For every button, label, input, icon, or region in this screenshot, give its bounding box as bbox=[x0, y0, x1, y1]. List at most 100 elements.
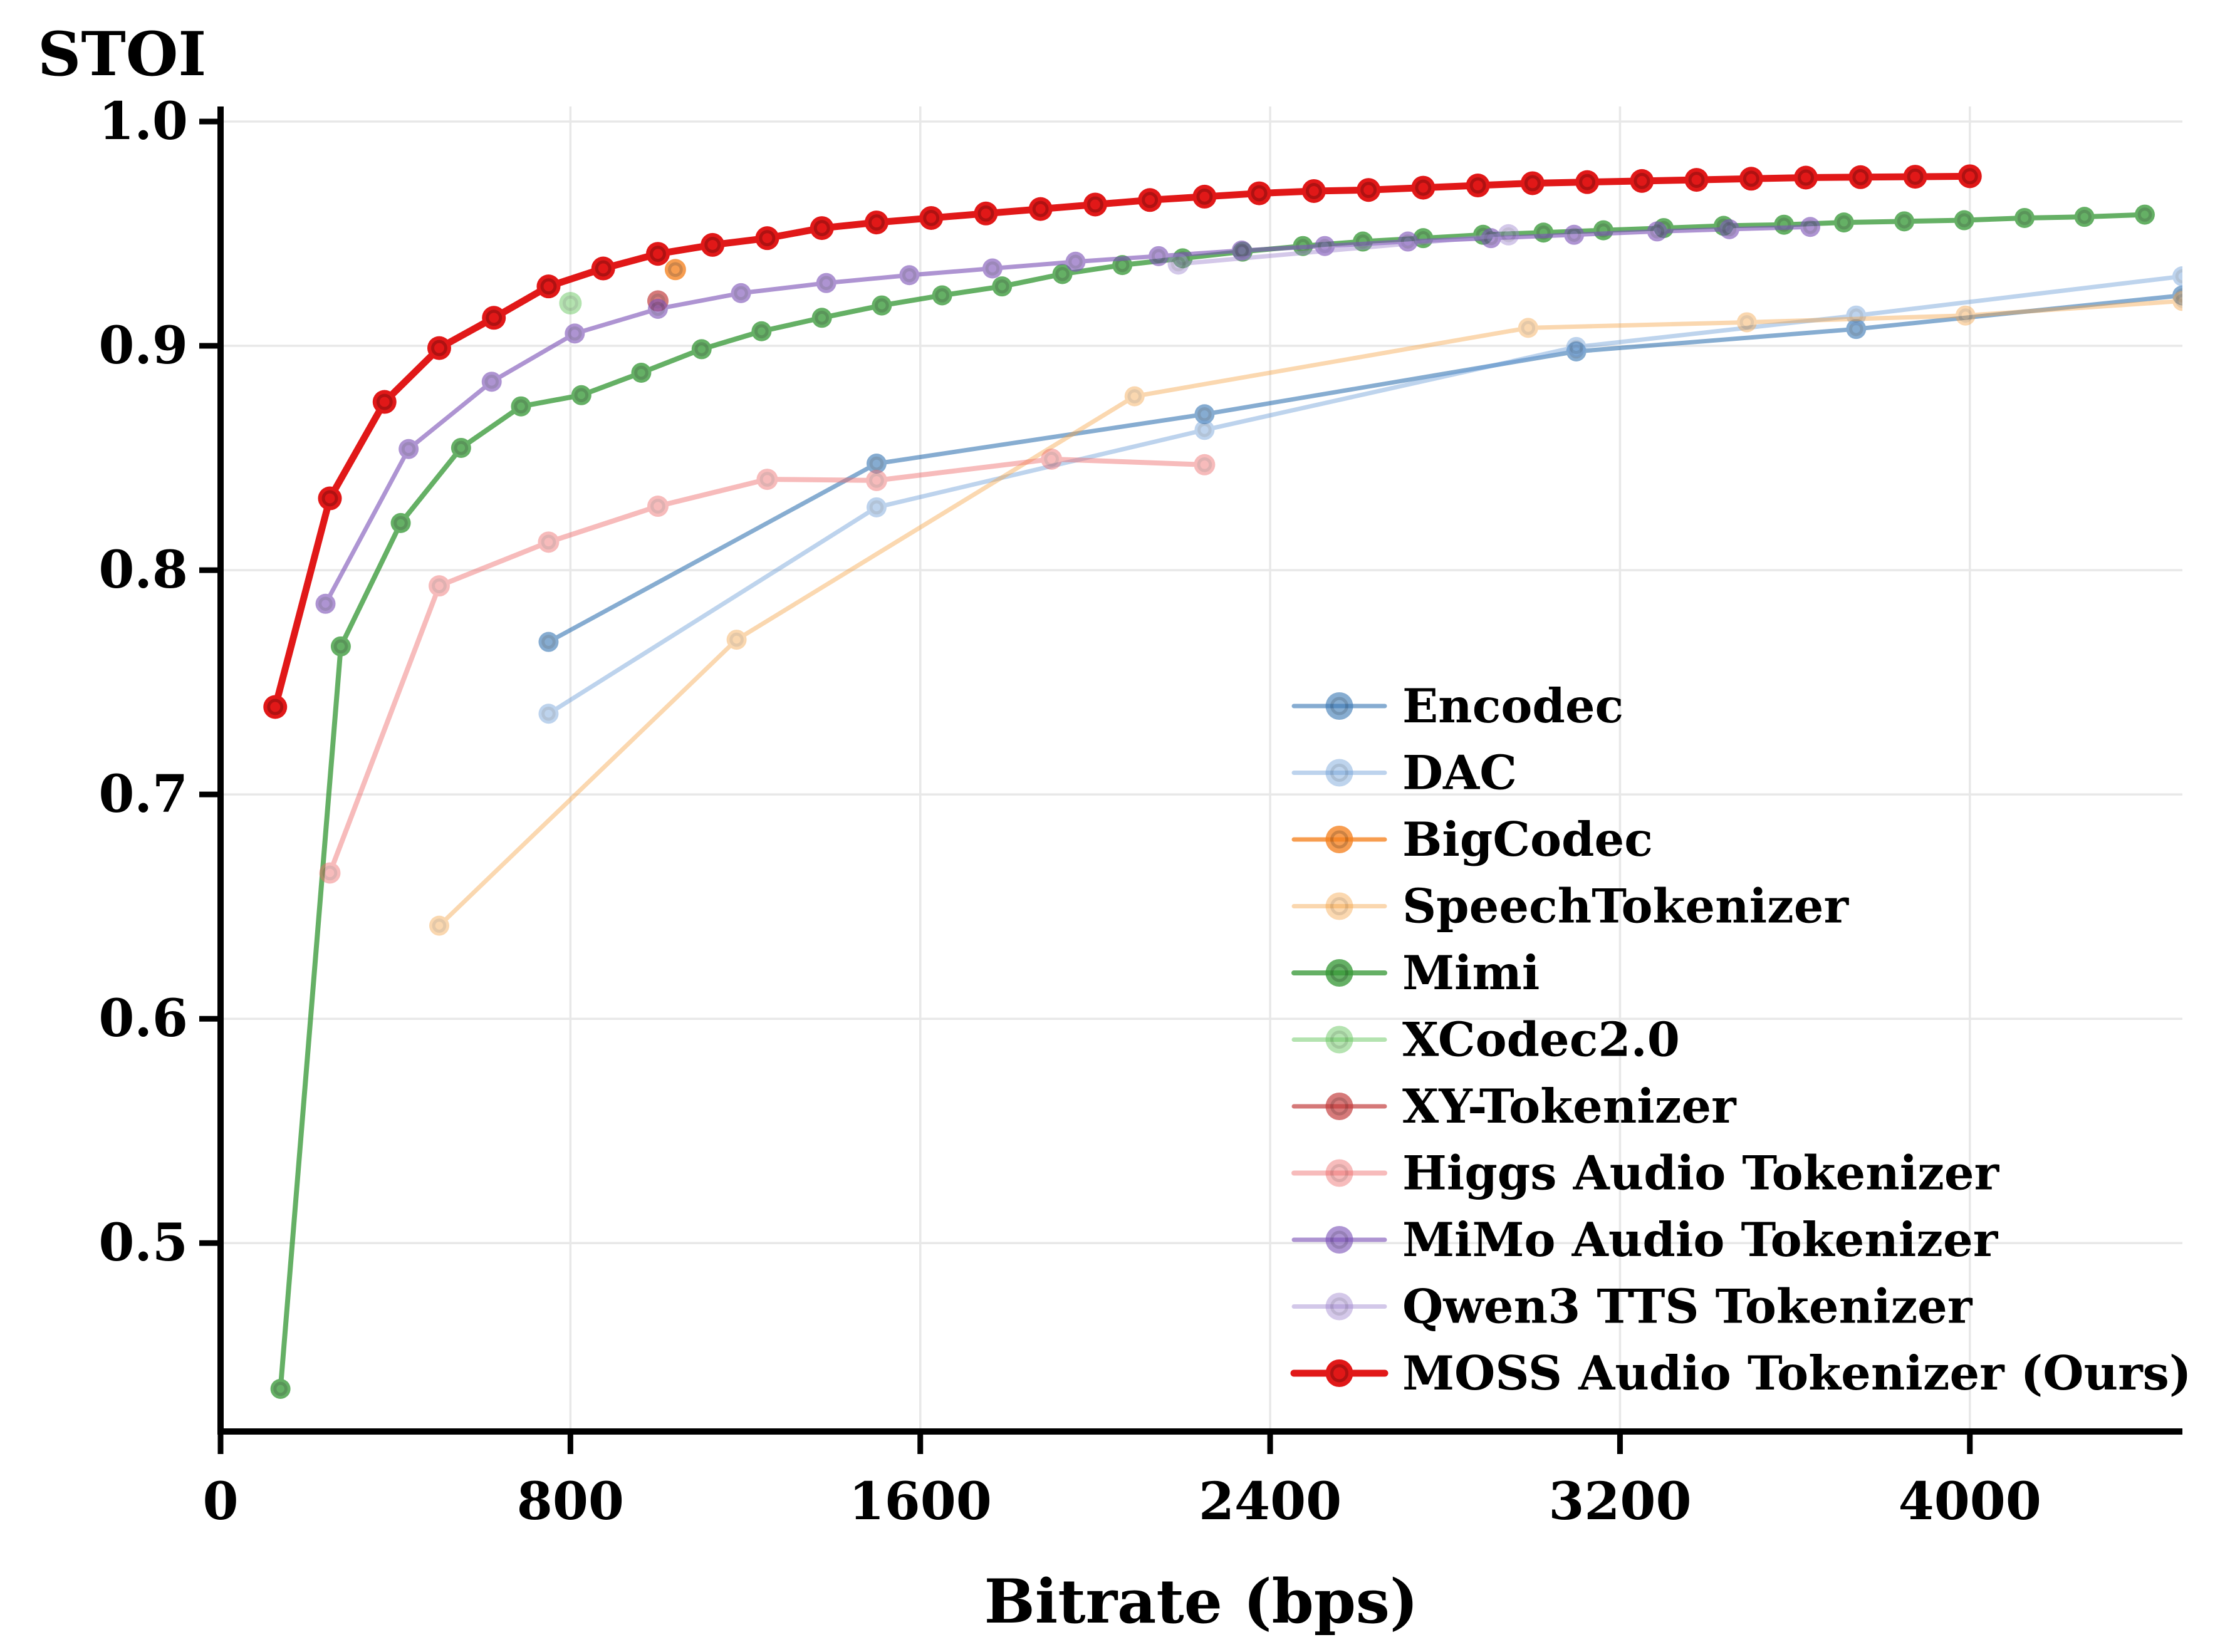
data-point-ring bbox=[1743, 170, 1759, 187]
legend-item-dac: DAC bbox=[1291, 745, 1517, 801]
legend-label: XCodec2.0 bbox=[1402, 1012, 1680, 1068]
legend-label: MiMo Audio Tokenizer bbox=[1402, 1212, 1999, 1267]
series-speechtokenizer bbox=[429, 291, 2182, 936]
data-point-ring bbox=[1360, 182, 1377, 199]
data-point bbox=[731, 283, 751, 303]
data-point bbox=[1957, 164, 1982, 189]
x-tick-label: 1600 bbox=[849, 1472, 992, 1532]
data-point-ring bbox=[1688, 172, 1705, 189]
legend-marker-icon bbox=[1325, 892, 1353, 920]
data-point-ring bbox=[1907, 169, 1924, 185]
data-point-ring bbox=[2175, 269, 2182, 284]
data-point-ring bbox=[1961, 168, 1978, 185]
data-point bbox=[1846, 305, 1867, 326]
data-point-ring bbox=[729, 632, 744, 647]
data-point-ring bbox=[1803, 219, 1818, 234]
data-point bbox=[319, 862, 341, 884]
data-point bbox=[270, 1378, 291, 1399]
data-point bbox=[1149, 246, 1169, 266]
data-point-ring bbox=[1897, 214, 1912, 229]
data-point bbox=[1397, 231, 1418, 252]
data-point bbox=[536, 274, 561, 299]
data-point bbox=[1028, 197, 1053, 221]
data-point-ring bbox=[977, 205, 994, 222]
data-point-ring bbox=[1087, 196, 1103, 213]
data-point bbox=[429, 915, 449, 936]
data-point bbox=[538, 531, 560, 553]
legend-item-mimo-audio-tokenizer: MiMo Audio Tokenizer bbox=[1291, 1212, 1999, 1267]
data-point-ring bbox=[1852, 169, 1869, 185]
data-point bbox=[751, 321, 772, 341]
data-point bbox=[1498, 224, 1519, 246]
data-point bbox=[315, 593, 336, 614]
data-point bbox=[1466, 174, 1490, 198]
data-point-ring bbox=[759, 230, 776, 247]
data-point bbox=[1247, 181, 1271, 205]
legend-item-speechtokenizer: SpeechTokenizer bbox=[1291, 879, 1849, 934]
data-point-ring bbox=[1251, 185, 1268, 202]
y-tick-label: 0.9 bbox=[98, 316, 188, 376]
data-point-ring bbox=[874, 298, 889, 313]
data-point bbox=[482, 306, 506, 330]
data-point-ring bbox=[985, 261, 1000, 276]
series-line bbox=[1176, 232, 1511, 266]
data-point-ring bbox=[1196, 188, 1213, 205]
data-point bbox=[811, 308, 832, 328]
data-point bbox=[451, 437, 471, 458]
data-point-ring bbox=[869, 456, 884, 471]
x-tick-label: 2400 bbox=[1199, 1472, 1342, 1532]
data-point bbox=[2074, 207, 2095, 227]
data-point bbox=[1794, 165, 1818, 190]
data-point-ring bbox=[1416, 231, 1430, 246]
gridlines bbox=[221, 106, 2182, 1431]
data-point bbox=[866, 454, 887, 474]
legend-label: DAC bbox=[1402, 745, 1517, 801]
data-point-ring bbox=[649, 246, 666, 262]
data-point-ring bbox=[1044, 452, 1059, 467]
legend-label: Mimi bbox=[1402, 945, 1540, 1000]
data-point-ring bbox=[1197, 423, 1212, 437]
legend-marker-icon bbox=[1325, 1093, 1353, 1120]
legend-item-xy-tokenizer: XY-Tokenizer bbox=[1291, 1079, 1737, 1134]
data-point bbox=[1684, 168, 1709, 192]
data-point bbox=[899, 265, 920, 286]
data-point bbox=[1411, 175, 1436, 200]
data-point bbox=[538, 631, 559, 652]
legend-label: XY-Tokenizer bbox=[1402, 1079, 1737, 1134]
legend-marker-icon bbox=[1325, 692, 1353, 720]
data-point-ring bbox=[431, 340, 447, 356]
data-point-ring bbox=[1521, 321, 1536, 335]
data-point bbox=[1138, 188, 1162, 212]
legend-marker-ring bbox=[1330, 1031, 1348, 1049]
data-point-ring bbox=[333, 639, 348, 654]
data-point bbox=[263, 695, 288, 719]
legend-label: Higgs Audio Tokenizer bbox=[1402, 1146, 2000, 1201]
legend-label: BigCodec bbox=[1402, 812, 1653, 867]
data-point-ring bbox=[574, 388, 589, 403]
data-point-ring bbox=[2077, 209, 2092, 224]
data-point bbox=[1564, 224, 1585, 245]
data-point bbox=[1052, 264, 1073, 284]
legend-marker-icon bbox=[1325, 759, 1353, 787]
data-point bbox=[1520, 171, 1545, 195]
data-point-ring bbox=[1142, 192, 1159, 209]
legend-marker-ring bbox=[1330, 1097, 1348, 1116]
legend-label: SpeechTokenizer bbox=[1402, 879, 1849, 934]
data-point-ring bbox=[318, 596, 333, 611]
data-point bbox=[2172, 266, 2182, 287]
data-point bbox=[1357, 178, 1381, 202]
data-point bbox=[1192, 184, 1217, 209]
data-point-ring bbox=[734, 286, 748, 301]
data-point bbox=[645, 242, 670, 266]
data-point-ring bbox=[1501, 227, 1516, 242]
legend-item-higgs-audio-tokenizer: Higgs Audio Tokenizer bbox=[1291, 1146, 2000, 1201]
data-point-ring bbox=[1579, 174, 1596, 190]
data-point-ring bbox=[514, 399, 528, 414]
legend-marker-ring bbox=[1330, 897, 1348, 915]
series-moss-audio-tokenizer-ours- bbox=[263, 164, 1982, 719]
legend-label: Qwen3 TTS Tokenizer bbox=[1402, 1279, 1973, 1334]
data-point-ring bbox=[1068, 254, 1083, 269]
data-point-ring bbox=[650, 301, 665, 316]
y-tick-label: 0.5 bbox=[98, 1213, 188, 1273]
